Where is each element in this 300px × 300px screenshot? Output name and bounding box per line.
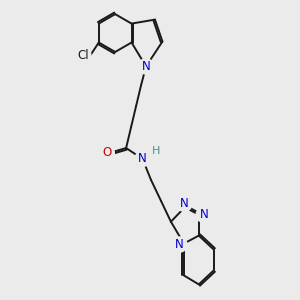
Text: N: N — [138, 152, 147, 166]
Circle shape — [76, 48, 91, 63]
Circle shape — [99, 146, 114, 160]
Circle shape — [149, 144, 163, 158]
Circle shape — [196, 207, 212, 222]
Text: N: N — [180, 197, 189, 210]
Circle shape — [135, 151, 150, 166]
Circle shape — [172, 237, 187, 252]
Text: H: H — [152, 146, 160, 156]
Circle shape — [177, 196, 192, 212]
Text: N: N — [175, 238, 184, 251]
Text: O: O — [102, 146, 111, 160]
Circle shape — [138, 59, 154, 74]
Text: N: N — [200, 208, 208, 221]
Text: N: N — [142, 60, 150, 73]
Text: Cl: Cl — [77, 49, 89, 62]
